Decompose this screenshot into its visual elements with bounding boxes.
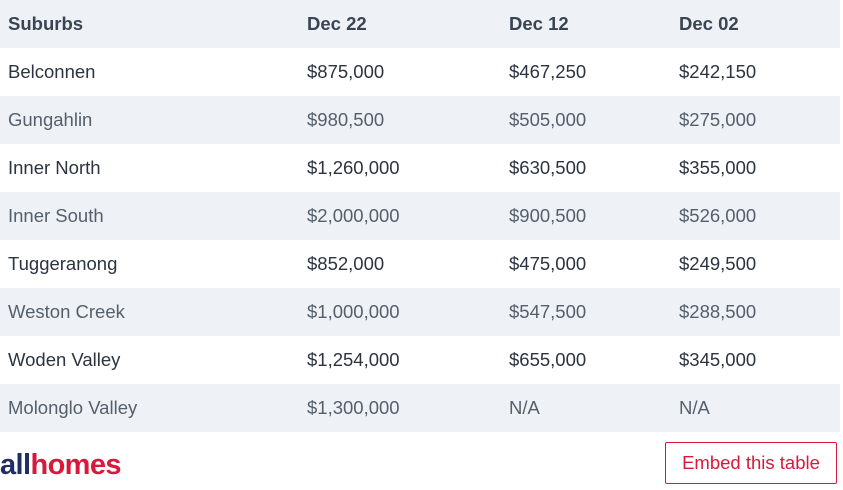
price-cell: $345,000 [679, 349, 757, 370]
table-row: Tuggeranong $852,000 $475,000 $249,500 [0, 240, 840, 288]
price-cell: $355,000 [679, 157, 757, 178]
price-cell: $249,500 [679, 253, 757, 274]
suburb-cell: Molonglo Valley [8, 397, 138, 418]
price-cell: N/A [679, 397, 710, 418]
table-row: Gungahlin $980,500 $505,000 $275,000 [0, 96, 840, 144]
table-header-row: Suburbs Dec 22 Dec 12 Dec 02 [0, 0, 840, 48]
price-cell: $288,500 [679, 301, 757, 322]
price-cell: $505,000 [509, 109, 587, 130]
suburb-cell: Tuggeranong [8, 253, 118, 274]
table-body: Belconnen $875,000 $467,250 $242,150 Gun… [0, 48, 840, 432]
table-row: Inner North $1,260,000 $630,500 $355,000 [0, 144, 840, 192]
table-row: Weston Creek $1,000,000 $547,500 $288,50… [0, 288, 840, 336]
price-cell: $1,260,000 [307, 157, 400, 178]
suburb-cell: Belconnen [8, 61, 96, 82]
price-cell: $875,000 [307, 61, 385, 82]
suburb-cell: Gungahlin [8, 109, 93, 130]
price-cell: $852,000 [307, 253, 385, 274]
suburb-cell: Weston Creek [8, 301, 125, 322]
table-footer: allhomes Embed this table [0, 432, 843, 490]
price-cell: $467,250 [509, 61, 587, 82]
column-header-suburbs: Suburbs [8, 13, 84, 34]
price-cell: $242,150 [679, 61, 757, 82]
price-cell: $475,000 [509, 253, 587, 274]
table-row: Belconnen $875,000 $467,250 $242,150 [0, 48, 840, 96]
price-cell: $1,300,000 [307, 397, 400, 418]
table-row: Molonglo Valley $1,300,000 N/A N/A [0, 384, 840, 432]
price-cell: $526,000 [679, 205, 757, 226]
embed-table-button[interactable]: Embed this table [665, 442, 837, 484]
median-prices-table: Suburbs Dec 22 Dec 12 Dec 02 Belconnen $… [0, 0, 840, 432]
logo-text-all: all [0, 449, 31, 481]
logo-text-homes: homes [30, 449, 121, 481]
price-cell: $547,500 [509, 301, 587, 322]
price-cell: $1,000,000 [307, 301, 400, 322]
table-row: Woden Valley $1,254,000 $655,000 $345,00… [0, 336, 840, 384]
price-cell: $630,500 [509, 157, 587, 178]
column-header-dec-22: Dec 22 [307, 13, 367, 34]
allhomes-logo[interactable]: allhomes [0, 448, 122, 482]
median-prices-table-container: Suburbs Dec 22 Dec 12 Dec 02 Belconnen $… [0, 0, 840, 432]
price-cell: $655,000 [509, 349, 587, 370]
suburb-cell: Inner North [8, 157, 101, 178]
column-header-dec-12: Dec 12 [509, 13, 569, 34]
suburb-cell: Inner South [8, 205, 104, 226]
price-cell: N/A [509, 397, 540, 418]
price-cell: $2,000,000 [307, 205, 400, 226]
price-cell: $900,500 [509, 205, 587, 226]
price-cell: $275,000 [679, 109, 757, 130]
price-cell: $980,500 [307, 109, 385, 130]
suburb-cell: Woden Valley [8, 349, 121, 370]
column-header-dec-02: Dec 02 [679, 13, 739, 34]
table-row: Inner South $2,000,000 $900,500 $526,000 [0, 192, 840, 240]
price-cell: $1,254,000 [307, 349, 400, 370]
